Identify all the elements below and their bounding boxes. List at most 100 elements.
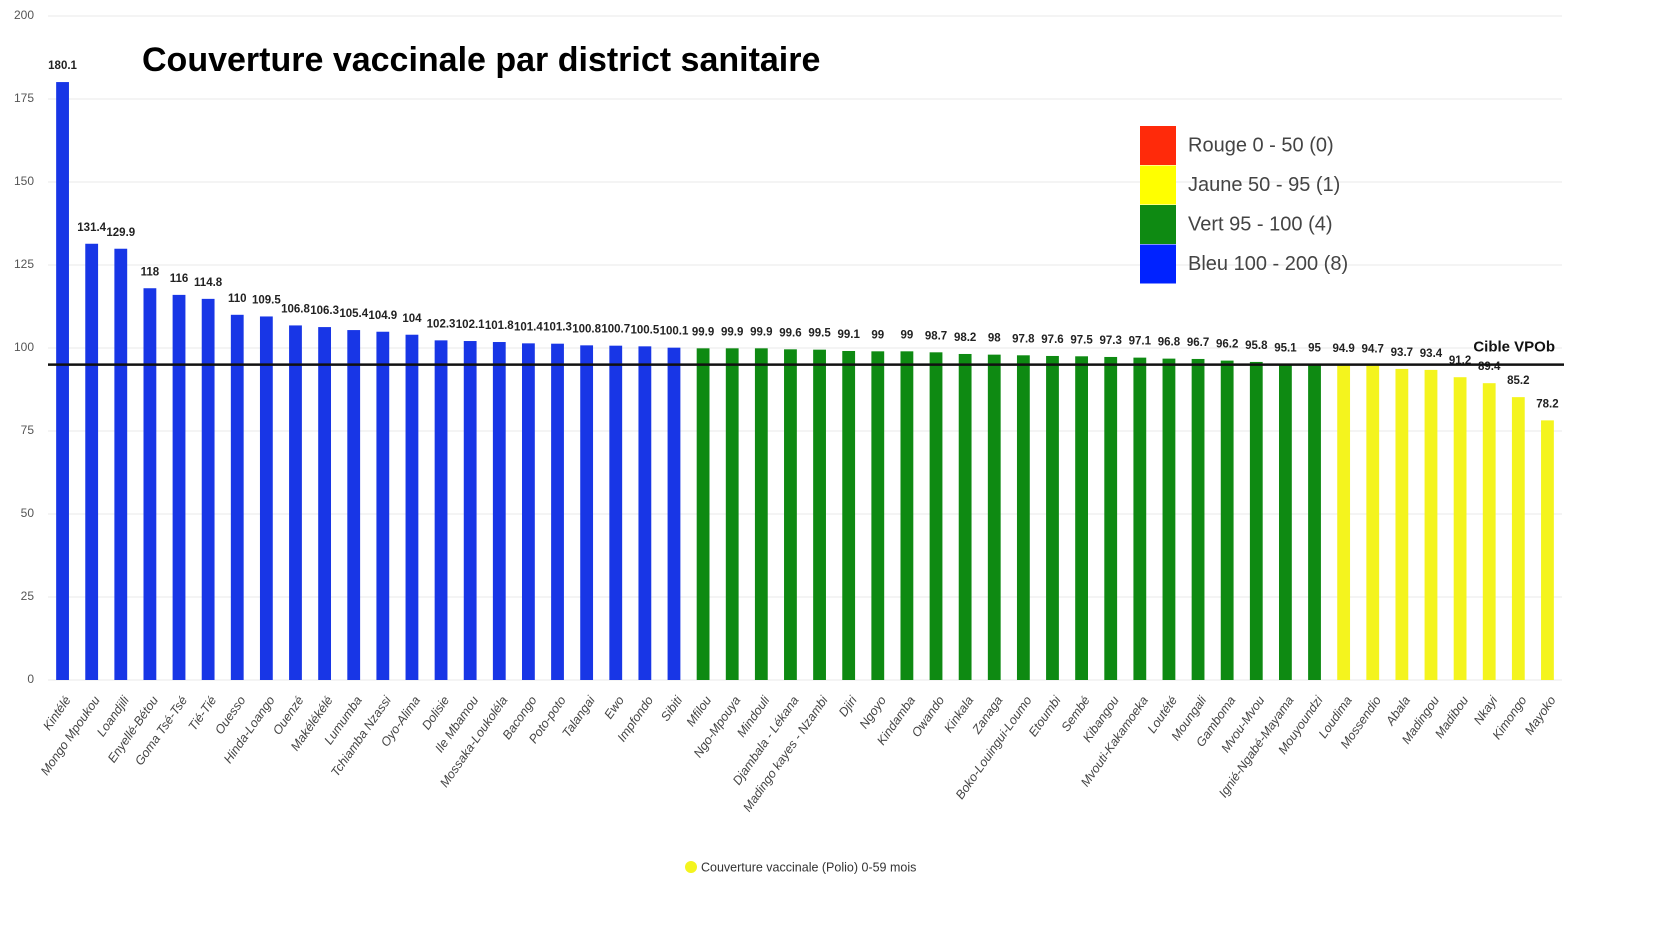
value-label: 93.7: [1391, 347, 1413, 359]
x-tick-label: Djiri: [836, 693, 861, 720]
bar: [405, 334, 419, 680]
value-label: 94.9: [1332, 343, 1354, 355]
legend-label: Bleu 100 - 200 (8): [1188, 253, 1348, 275]
bar: [871, 351, 885, 680]
bar: [347, 330, 361, 680]
legend-swatch: [1140, 205, 1176, 244]
value-label: 97.3: [1100, 335, 1122, 347]
x-tick-label: Etoumbi: [1026, 693, 1064, 740]
bar: [813, 349, 826, 680]
value-label: 97.8: [1012, 333, 1035, 345]
bar: [172, 294, 186, 680]
bar: [1249, 361, 1263, 680]
bar: [318, 327, 332, 680]
value-label: 180.1: [48, 60, 77, 72]
value-label: 106.3: [310, 305, 339, 317]
bar: [754, 348, 768, 680]
value-label: 99.6: [779, 327, 801, 339]
x-tick-label: Sibiti: [658, 693, 686, 724]
y-tick-label: 175: [14, 91, 34, 105]
bar: [580, 345, 594, 680]
value-label: 110: [228, 293, 247, 305]
value-label: 114.8: [194, 277, 223, 289]
value-label: 116: [170, 273, 189, 285]
value-label: 105.4: [339, 308, 368, 320]
bar: [1453, 377, 1467, 680]
value-label: 99.9: [721, 326, 743, 338]
bar: [1104, 356, 1118, 680]
bar: [434, 340, 448, 680]
value-label: 100.8: [572, 323, 601, 335]
bar: [1308, 364, 1321, 680]
value-label: 95.1: [1274, 342, 1297, 354]
value-label: 100.1: [660, 326, 689, 338]
bar: [492, 342, 506, 680]
bar: [551, 343, 564, 680]
bar: [56, 82, 69, 681]
value-label: 93.4: [1420, 348, 1443, 360]
bar: [1162, 358, 1176, 680]
bar: [609, 345, 623, 680]
value-label: 95: [1308, 343, 1321, 355]
value-label: 85.2: [1507, 375, 1529, 387]
bar: [696, 348, 710, 680]
bar: [1133, 357, 1147, 680]
x-tick-label: Ewo: [601, 694, 626, 722]
value-label: 99.1: [837, 329, 860, 341]
value-label: 97.6: [1041, 334, 1063, 346]
bar: [987, 354, 1001, 680]
value-label: 97.1: [1129, 336, 1152, 348]
value-label: 96.8: [1158, 337, 1181, 349]
y-tick-label: 100: [14, 340, 34, 354]
value-label: 101.3: [543, 322, 572, 334]
bar: [85, 243, 99, 680]
y-tick-label: 75: [21, 423, 35, 437]
value-label: 89.4: [1478, 361, 1501, 373]
bar: [638, 346, 652, 680]
series-swatch: [685, 861, 697, 873]
value-label: 99: [901, 329, 914, 341]
value-label: 101.4: [514, 321, 543, 333]
legend-swatch: [1140, 126, 1176, 165]
value-label: 99.5: [808, 328, 831, 340]
bar: [1016, 355, 1030, 680]
bar: [1482, 383, 1496, 680]
value-label: 99.9: [692, 326, 714, 338]
bar: [842, 350, 856, 680]
value-label: 118: [141, 266, 160, 278]
y-tick-label: 150: [14, 174, 34, 188]
bar: [521, 343, 535, 680]
value-label: 106.8: [281, 303, 310, 315]
value-label: 100.5: [630, 324, 659, 336]
x-tick-label: Nkayi: [1471, 693, 1501, 728]
bar: [1395, 368, 1409, 680]
bar: [289, 325, 302, 680]
bar: [1046, 355, 1059, 680]
value-label: 96.7: [1187, 337, 1209, 349]
bar: [958, 353, 972, 680]
bar: [201, 298, 215, 680]
legend-swatch: [1140, 165, 1176, 205]
bar: [259, 316, 273, 680]
bar: [1220, 360, 1234, 680]
value-label: 96.2: [1216, 339, 1238, 351]
bar: [900, 351, 914, 680]
value-label: 78.2: [1536, 398, 1558, 410]
value-label: 102.3: [427, 318, 456, 330]
bar: [463, 341, 477, 680]
y-tick-label: 0: [27, 672, 34, 686]
series-label: Couverture vaccinale (Polio) 0-59 mois: [701, 860, 916, 874]
bar: [143, 288, 157, 680]
bar: [1337, 364, 1351, 680]
bar: [1191, 358, 1205, 680]
value-label: 95.8: [1245, 340, 1268, 352]
bar: [725, 348, 739, 680]
x-tick-label: Abala: [1383, 694, 1413, 729]
value-label: 101.8: [485, 320, 514, 332]
value-label: 98.2: [954, 332, 976, 344]
value-label: 99: [871, 329, 884, 341]
value-label: 131.4: [77, 222, 106, 234]
legend-label: Rouge 0 - 50 (0): [1188, 134, 1334, 156]
value-label: 94.7: [1362, 344, 1384, 356]
